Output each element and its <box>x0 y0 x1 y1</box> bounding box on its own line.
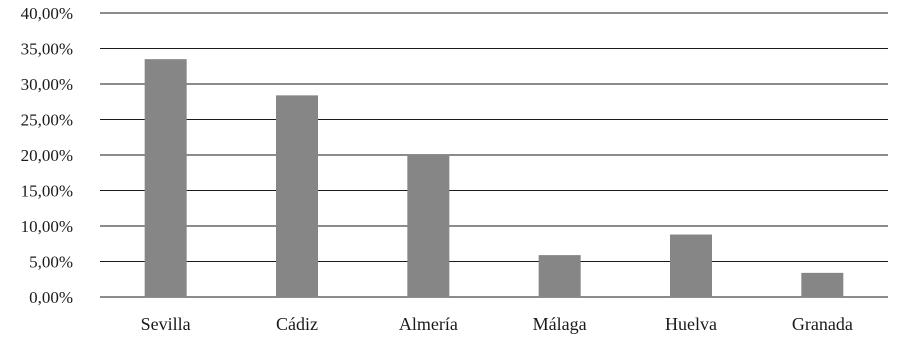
y-tick-label: 40,00% <box>21 4 73 23</box>
y-tick-label: 0,00% <box>29 288 73 307</box>
bars <box>144 59 844 298</box>
gridlines <box>100 12 888 298</box>
x-category-label: Sevilla <box>141 314 191 334</box>
x-category-label: Almería <box>399 314 458 334</box>
bar-cádiz <box>276 95 318 297</box>
y-tick-label: 30,00% <box>21 75 73 94</box>
x-category-label: Málaga <box>533 314 587 334</box>
y-tick-label: 5,00% <box>29 253 73 272</box>
y-axis-tick-labels: 0,00% 5,00% 10,00% 15,00% 20,00% 25,00% 30,00%… <box>21 4 73 307</box>
bar-málaga <box>538 255 581 297</box>
bar-huelva <box>670 234 712 297</box>
y-tick-label: 15,00% <box>21 182 73 201</box>
bar-almería <box>407 155 450 297</box>
x-category-label: Huelva <box>665 314 717 334</box>
x-category-label: Granada <box>792 314 853 334</box>
bar-granada <box>801 272 844 297</box>
x-axis-category-labels: Sevilla Cádiz Almería Málaga Huelva Granada <box>141 314 853 334</box>
y-tick-label: 25,00% <box>21 111 73 130</box>
x-category-label: Cádiz <box>276 314 318 334</box>
y-tick-label: 20,00% <box>21 146 73 165</box>
y-tick-label: 35,00% <box>21 40 73 59</box>
y-tick-label: 10,00% <box>21 217 73 236</box>
bar-sevilla <box>144 59 187 298</box>
